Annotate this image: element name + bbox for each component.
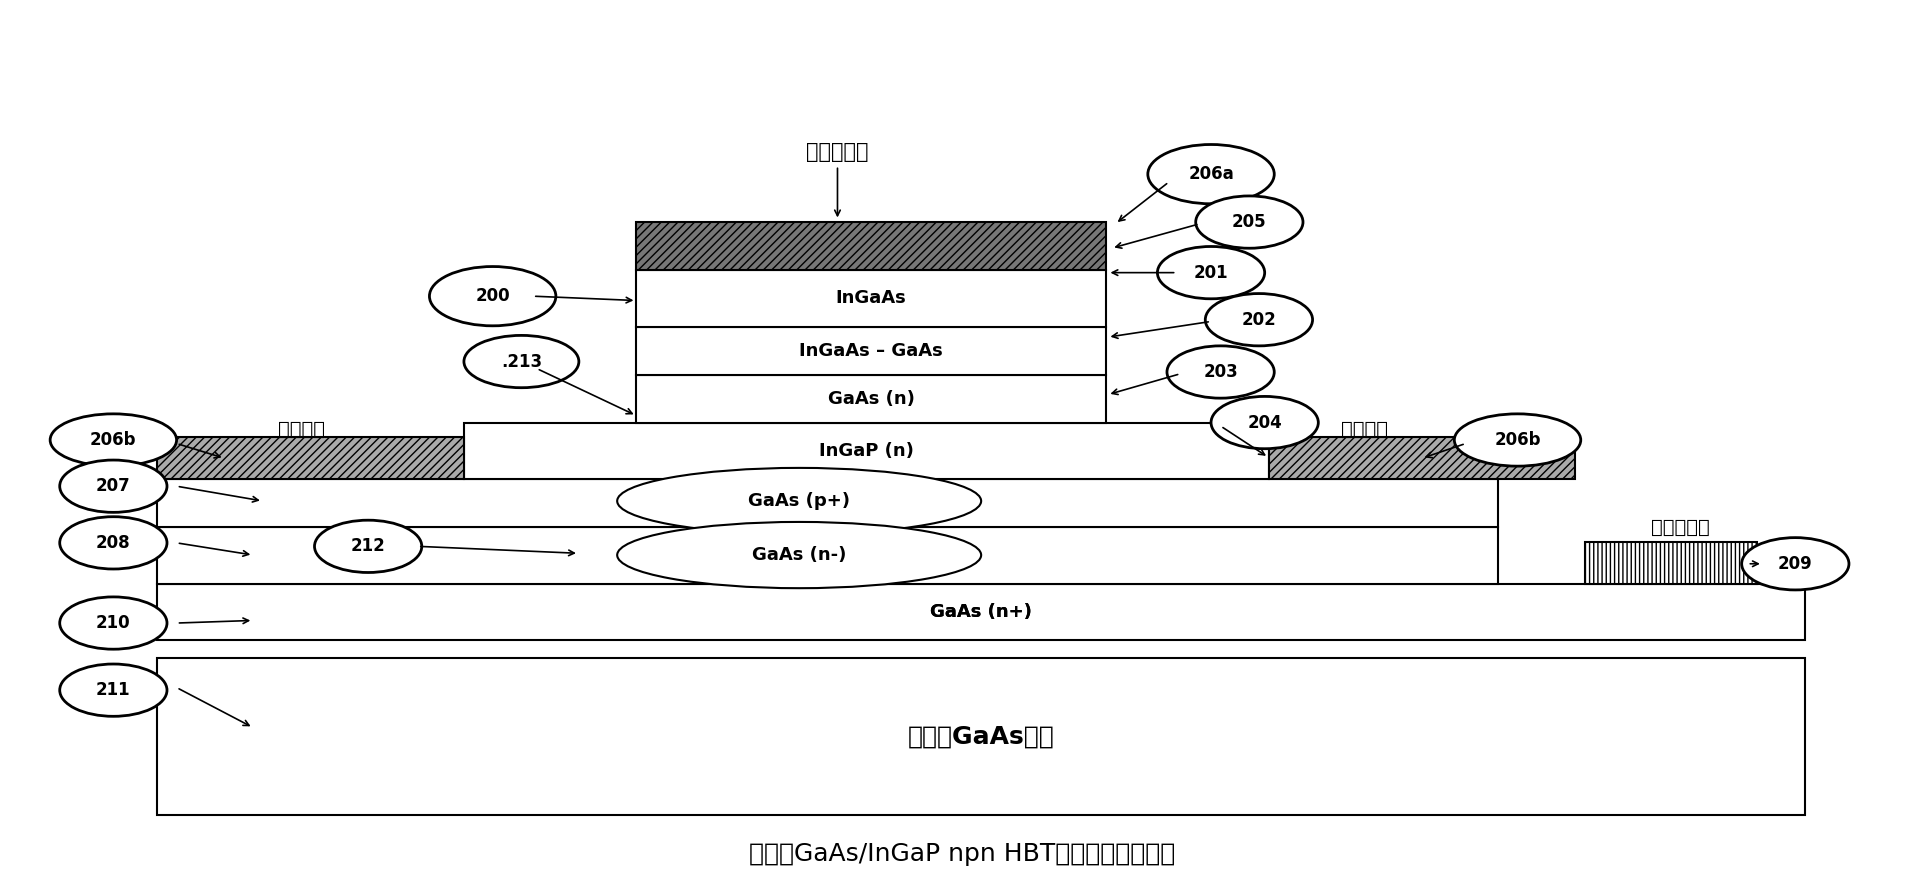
Ellipse shape (617, 522, 981, 588)
Text: GaAs (n+): GaAs (n+) (929, 603, 1031, 621)
Text: 传统的GaAs/InGaP npn HBT（未按比例绘制）: 传统的GaAs/InGaP npn HBT（未按比例绘制） (748, 842, 1175, 866)
Text: 200: 200 (475, 287, 510, 305)
Text: 204: 204 (1246, 414, 1281, 431)
Bar (637, 375, 1106, 422)
Ellipse shape (313, 520, 421, 573)
Text: 206b: 206b (90, 431, 137, 449)
Bar (158, 658, 1804, 815)
Text: GaAs (n): GaAs (n) (827, 390, 913, 407)
Bar (158, 527, 1498, 583)
Text: 206a: 206a (1188, 165, 1233, 183)
Text: 集电极接触: 集电极接触 (1650, 517, 1710, 537)
Ellipse shape (1194, 196, 1302, 248)
Ellipse shape (1454, 414, 1581, 466)
Text: 203: 203 (1202, 363, 1236, 381)
Text: 207: 207 (96, 477, 131, 495)
Ellipse shape (1740, 538, 1848, 590)
Text: 208: 208 (96, 534, 131, 552)
Text: InGaAs: InGaAs (835, 290, 906, 307)
Text: 基极接触: 基极接触 (277, 420, 325, 439)
Bar (158, 437, 463, 480)
Ellipse shape (60, 460, 167, 512)
Bar (1585, 542, 1756, 583)
Bar (463, 422, 1267, 480)
Bar (637, 326, 1106, 375)
Text: 发射极接触: 发射极接触 (806, 143, 869, 162)
Text: 209: 209 (1777, 554, 1811, 573)
Ellipse shape (1158, 246, 1263, 299)
Ellipse shape (1210, 396, 1317, 449)
Bar (158, 480, 1498, 527)
Text: 212: 212 (350, 538, 385, 555)
Text: 201: 201 (1192, 264, 1227, 282)
Ellipse shape (60, 517, 167, 569)
Bar (1267, 437, 1575, 480)
Ellipse shape (1148, 144, 1273, 204)
Text: InGaP (n): InGaP (n) (819, 442, 913, 460)
Ellipse shape (60, 597, 167, 649)
Text: 202: 202 (1240, 311, 1275, 329)
Bar (637, 222, 1106, 270)
Text: 206b: 206b (1494, 431, 1540, 449)
Ellipse shape (50, 414, 177, 466)
Ellipse shape (60, 664, 167, 716)
Text: 半绝缘GaAs基板: 半绝缘GaAs基板 (908, 724, 1054, 748)
Text: GaAs (n+): GaAs (n+) (929, 603, 1031, 621)
Text: GaAs (n-): GaAs (n-) (752, 546, 846, 564)
Ellipse shape (1167, 346, 1273, 398)
Text: 210: 210 (96, 614, 131, 632)
Ellipse shape (617, 468, 981, 534)
Text: 基极接触: 基极接触 (1340, 420, 1386, 439)
Text: InGaAs – GaAs: InGaAs – GaAs (798, 341, 942, 360)
Ellipse shape (1204, 294, 1311, 346)
Text: 205: 205 (1231, 213, 1265, 231)
Text: GaAs (p+): GaAs (p+) (748, 492, 850, 510)
Bar (158, 583, 1804, 641)
Text: 211: 211 (96, 681, 131, 700)
Text: .213: .213 (500, 353, 542, 370)
Ellipse shape (429, 267, 556, 326)
Ellipse shape (463, 335, 579, 388)
Bar (637, 270, 1106, 326)
